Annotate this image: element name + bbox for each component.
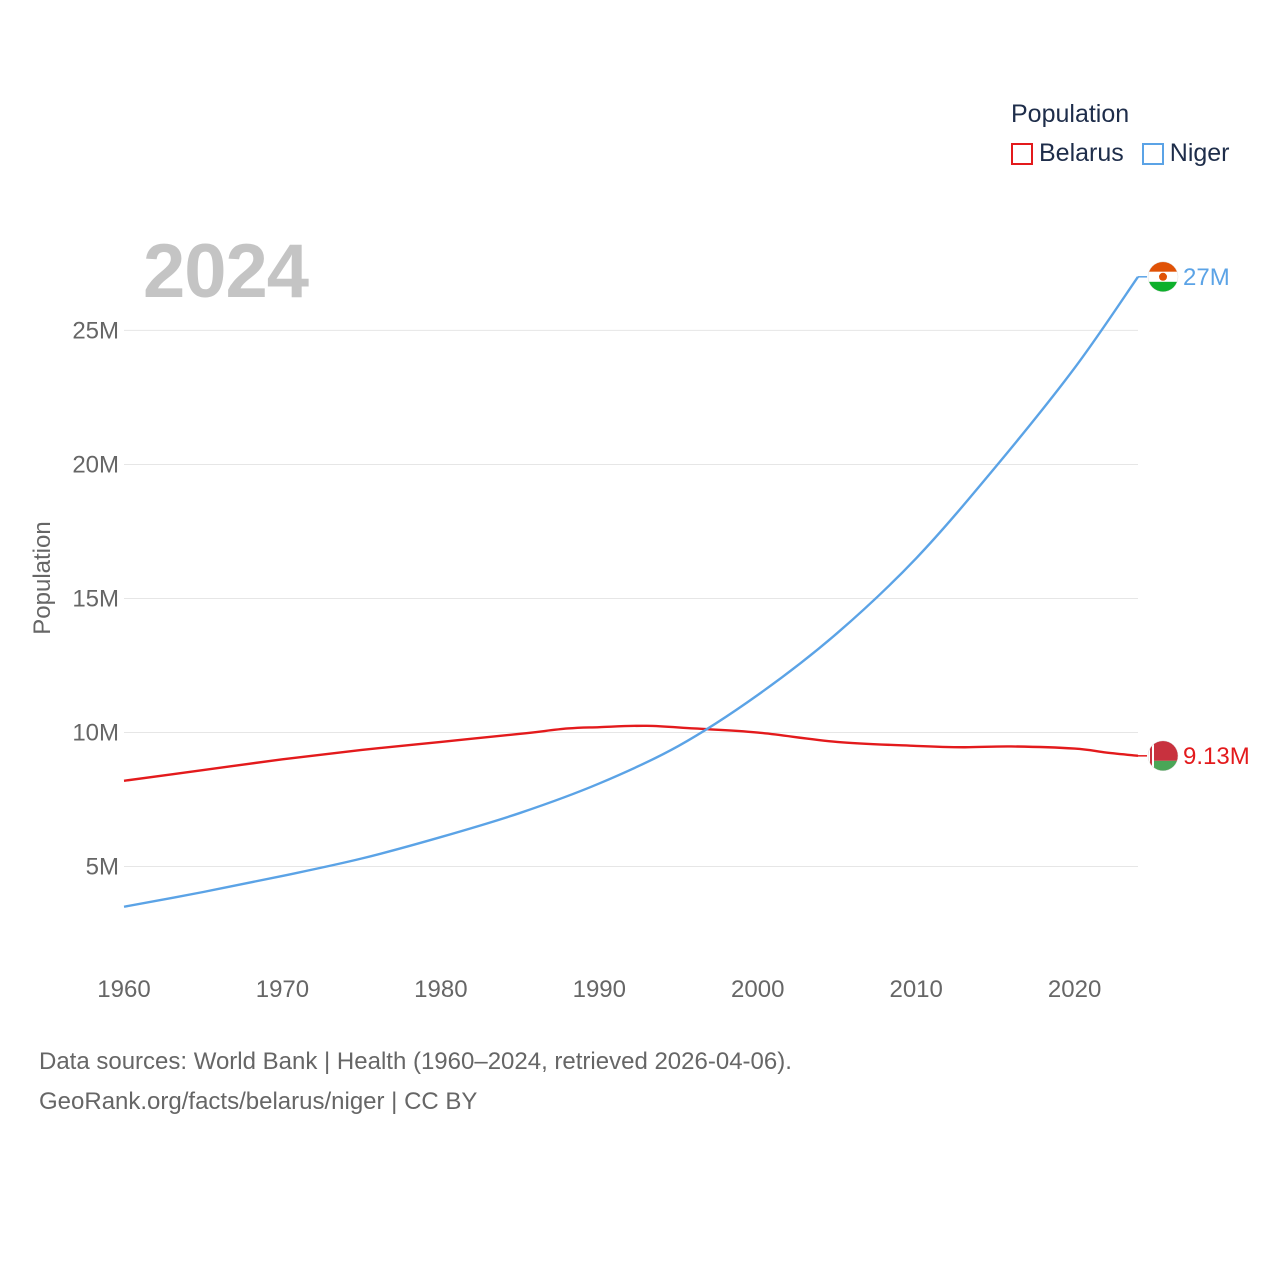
legend-item-belarus[interactable]: Belarus bbox=[1011, 139, 1124, 168]
legend: Population Belarus Niger bbox=[1011, 100, 1230, 168]
x-tick-label: 2010 bbox=[889, 976, 942, 1003]
end-value-label-niger: 27M bbox=[1183, 264, 1230, 291]
legend-swatch-belarus bbox=[1011, 142, 1033, 165]
data-sources-text: Data sources: World Bank | Health (1960–… bbox=[39, 1048, 792, 1075]
legend-title: Population bbox=[1011, 100, 1130, 128]
series-line-belarus bbox=[123, 724, 1139, 782]
y-tick-label: 5M bbox=[86, 854, 119, 881]
x-tick-label: 1980 bbox=[414, 976, 467, 1003]
y-tick-label: 25M bbox=[72, 317, 119, 344]
x-tick-label: 1990 bbox=[573, 976, 626, 1003]
legend-label-niger: Niger bbox=[1169, 139, 1230, 167]
legend-item-niger[interactable]: Niger bbox=[1141, 139, 1230, 168]
x-tick-label: 2000 bbox=[731, 976, 784, 1003]
flag-icon-belarus bbox=[1148, 740, 1178, 771]
series-line-niger bbox=[123, 276, 1139, 908]
flag-ring-belarus bbox=[1147, 740, 1179, 772]
end-value-label-belarus: 9.13M bbox=[1183, 743, 1250, 770]
x-tick-label: 1970 bbox=[256, 976, 309, 1003]
legend-label-belarus: Belarus bbox=[1039, 139, 1124, 167]
y-axis-title: Population bbox=[29, 521, 56, 634]
flag-ring-niger bbox=[1147, 261, 1179, 293]
y-tick-label: 15M bbox=[72, 585, 119, 612]
y-tick-label: 10M bbox=[72, 720, 119, 747]
footer: Data sources: World Bank | Health (1960–… bbox=[39, 1042, 792, 1122]
x-tick-label: 2020 bbox=[1048, 976, 1101, 1003]
current-year-label: 2024 bbox=[143, 229, 309, 314]
flag-icon-niger bbox=[1148, 261, 1178, 292]
y-tick-label: 20M bbox=[72, 451, 119, 478]
attribution-link[interactable]: GeoRank.org/facts/belarus/niger | CC BY bbox=[39, 1088, 478, 1115]
x-tick-label: 1960 bbox=[97, 976, 150, 1003]
legend-swatch-niger bbox=[1141, 142, 1164, 165]
